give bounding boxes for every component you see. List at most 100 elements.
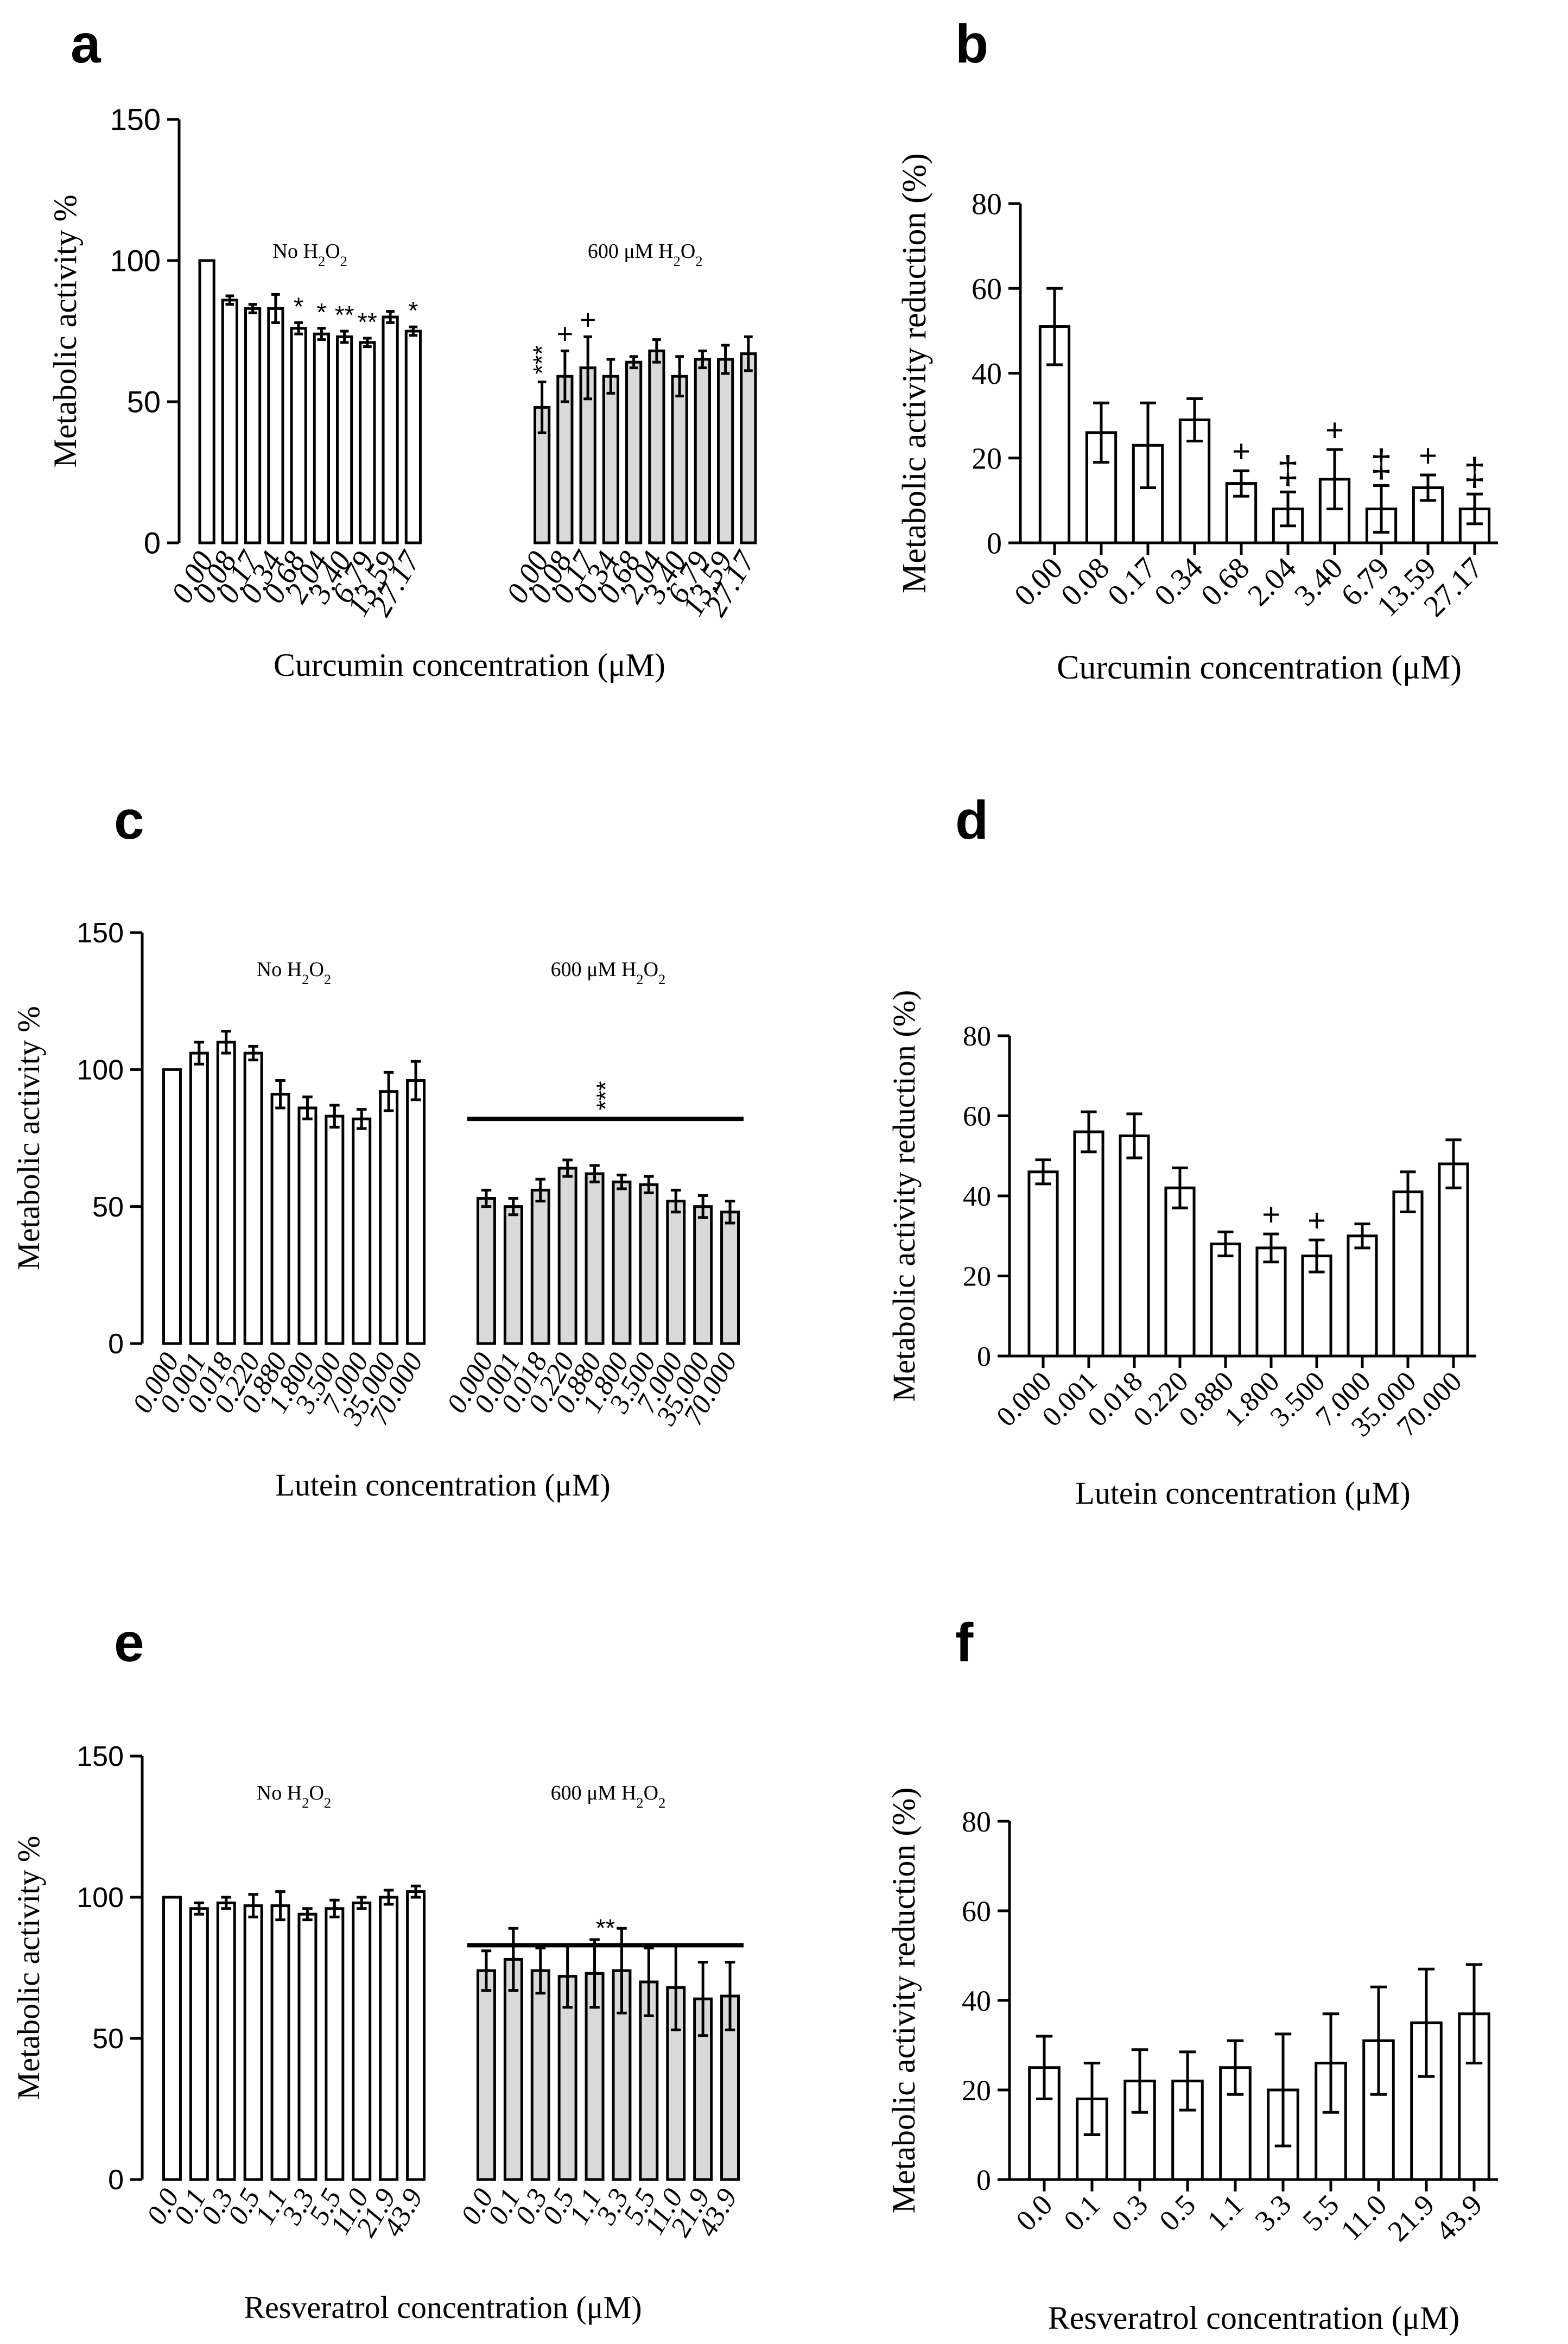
significance-mark: ‡ bbox=[1277, 448, 1299, 492]
group-label: No H2O2 bbox=[257, 1782, 331, 1811]
y-tick-label: 20 bbox=[972, 442, 1002, 476]
significance-mark: ‡ bbox=[1464, 451, 1486, 494]
panel-b: b 0 20 40 60 80 Metabolic activity reduction (… bbox=[896, 14, 1498, 686]
bar bbox=[290, 327, 307, 544]
significance-mark: + bbox=[1232, 434, 1250, 469]
panel-letter: c bbox=[114, 790, 144, 851]
y-axis-label: Metabolic activity reduction (%) bbox=[886, 990, 922, 1402]
bracket-mark: *** bbox=[592, 1081, 620, 1110]
significance-mark: * bbox=[316, 298, 326, 326]
y-tick-label: 50 bbox=[127, 385, 161, 419]
y-tick-label: 150 bbox=[110, 103, 161, 137]
y-tick-label: 40 bbox=[963, 1181, 991, 1212]
y-tick-label: 150 bbox=[77, 917, 124, 949]
panel-letter: e bbox=[114, 1612, 144, 1673]
bar bbox=[336, 335, 353, 544]
y-tick-label: 50 bbox=[92, 2023, 124, 2055]
y-tick-label: 80 bbox=[963, 1021, 991, 1052]
bar bbox=[244, 307, 262, 544]
bar bbox=[1255, 1246, 1287, 1358]
y-axis-label: Metabolic activity % bbox=[11, 1836, 46, 2100]
significance-mark: * bbox=[294, 292, 303, 320]
bar bbox=[267, 307, 284, 544]
bar bbox=[612, 1180, 632, 1345]
y-tick-label: 50 bbox=[92, 1192, 124, 1223]
significance-mark: ** bbox=[358, 308, 377, 336]
y-tick-label: 0 bbox=[108, 1328, 124, 1360]
bar bbox=[352, 1117, 372, 1345]
bar bbox=[476, 1197, 496, 1345]
x-axis-label: Lutein concentration (μM) bbox=[1075, 1475, 1410, 1511]
bar bbox=[1347, 1234, 1378, 1358]
group-label: 600 μM H2O2 bbox=[551, 1782, 666, 1811]
y-tick-label: 60 bbox=[972, 273, 1002, 306]
significance-mark: *** bbox=[528, 345, 556, 375]
bar bbox=[297, 1912, 318, 2181]
group-label: 600 μM H2O2 bbox=[588, 240, 703, 269]
bar bbox=[530, 1969, 550, 2181]
bar bbox=[216, 1901, 236, 2181]
x-axis-label: Curcumin concentration (μM) bbox=[1057, 649, 1462, 686]
bar bbox=[1027, 1170, 1059, 1358]
significance-mark: + bbox=[580, 304, 596, 335]
bar bbox=[189, 1051, 209, 1345]
y-tick-label: 0 bbox=[108, 2164, 124, 2196]
bar bbox=[557, 1975, 577, 2181]
significance-mark: + bbox=[1419, 438, 1437, 473]
bar bbox=[639, 1183, 659, 1345]
bar bbox=[243, 1051, 263, 1345]
bar bbox=[162, 1896, 182, 2181]
y-tick-label: 80 bbox=[962, 1805, 991, 1838]
bar bbox=[404, 330, 422, 544]
bar bbox=[325, 1907, 345, 2181]
bar bbox=[359, 341, 376, 544]
bar bbox=[694, 358, 711, 544]
bar bbox=[352, 1901, 372, 2181]
bar bbox=[243, 1904, 263, 2181]
significance-mark: + bbox=[1325, 413, 1344, 448]
bar bbox=[740, 352, 757, 544]
bar bbox=[313, 332, 330, 544]
y-tick-label: 0 bbox=[977, 1341, 991, 1372]
y-tick-label: 150 bbox=[77, 1741, 124, 1772]
bar bbox=[503, 1957, 523, 2181]
y-tick-label: 40 bbox=[972, 357, 1002, 391]
bar bbox=[693, 1205, 713, 1345]
y-tick-label: 60 bbox=[963, 1101, 991, 1132]
bar bbox=[625, 360, 643, 544]
bracket-mark: ** bbox=[596, 1914, 615, 1942]
bar bbox=[297, 1106, 318, 1345]
bar bbox=[216, 1041, 236, 1345]
bar bbox=[382, 315, 399, 544]
y-axis-label: Metabolic activity reduction (%) bbox=[886, 1788, 922, 2214]
significance-mark: + bbox=[1307, 1203, 1326, 1238]
y-tick-label: 60 bbox=[962, 1895, 991, 1928]
bar bbox=[270, 1093, 290, 1345]
bar bbox=[1164, 1186, 1196, 1358]
x-axis-label: Resveratrol concentration (μM) bbox=[244, 2290, 642, 2325]
bar bbox=[1438, 1162, 1469, 1358]
y-tick-label: 100 bbox=[110, 244, 161, 278]
bar bbox=[162, 1068, 182, 1345]
bar bbox=[671, 375, 688, 544]
significance-mark: + bbox=[557, 318, 573, 350]
bar bbox=[1119, 1134, 1150, 1358]
y-tick-label: 20 bbox=[963, 1262, 991, 1293]
y-tick-label: 100 bbox=[77, 1882, 124, 1914]
y-tick-label: 100 bbox=[77, 1055, 124, 1086]
significance-mark: ** bbox=[335, 301, 354, 329]
bar bbox=[503, 1205, 523, 1345]
bar bbox=[379, 1896, 399, 2181]
bar bbox=[406, 1890, 426, 2181]
x-axis-label: Lutein concentration (μM) bbox=[275, 1467, 610, 1503]
bar bbox=[379, 1090, 399, 1345]
panel-letter: b bbox=[955, 14, 988, 74]
bar bbox=[270, 1904, 290, 2181]
y-tick-label: 80 bbox=[972, 188, 1002, 221]
significance-mark: ‡ bbox=[1370, 442, 1392, 486]
bar bbox=[602, 375, 619, 544]
y-axis-label: Metabolic activity % bbox=[11, 1006, 46, 1270]
bar bbox=[198, 259, 215, 544]
